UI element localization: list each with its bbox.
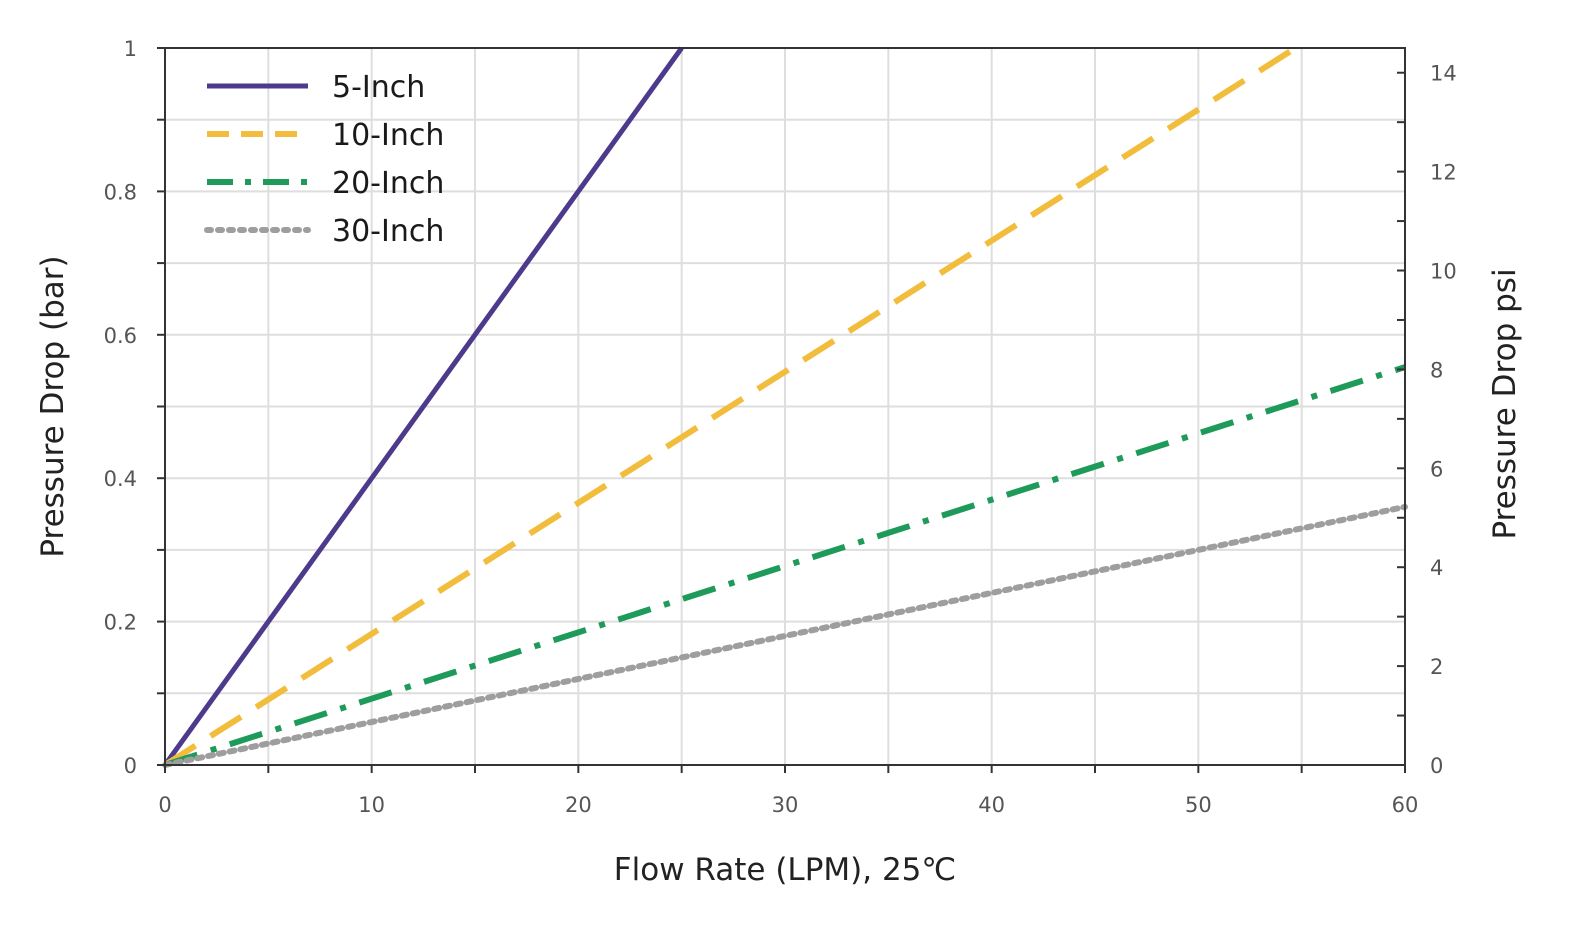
y-right-tick-label: 6 bbox=[1430, 457, 1443, 481]
x-axis-title: Flow Rate (LPM), 25℃ bbox=[614, 852, 956, 888]
series-line-10-inch bbox=[163, 45, 1298, 768]
y-axis-title-right: Pressure Drop psi bbox=[1487, 268, 1523, 539]
legend-label: 30-Inch bbox=[332, 214, 444, 249]
series-line-5-inch bbox=[162, 46, 684, 767]
x-tick-label: 60 bbox=[1392, 793, 1419, 817]
y-right-tick-label: 2 bbox=[1430, 655, 1443, 679]
y-axis-title-left: Pressure Drop (bar) bbox=[35, 255, 71, 557]
legend: 5-Inch 10-Inch 20-Inch 30-Inch bbox=[204, 70, 444, 249]
legend-label: 20-Inch bbox=[332, 166, 444, 201]
x-tick-label: 40 bbox=[978, 793, 1005, 817]
x-tick-label: 10 bbox=[358, 793, 385, 817]
series-lines bbox=[162, 45, 1408, 768]
x-tick-label: 20 bbox=[565, 793, 592, 817]
y-tick-label: 0.6 bbox=[104, 324, 137, 348]
y-right-tick-label: 4 bbox=[1430, 556, 1443, 580]
y-right-tick-label: 0 bbox=[1430, 754, 1443, 778]
grid bbox=[165, 48, 1405, 765]
y-right-tick-label: 8 bbox=[1430, 358, 1443, 382]
y-right-tick-label: 10 bbox=[1430, 260, 1457, 284]
series-line-20-inch bbox=[164, 364, 1406, 768]
series-line-30-inch bbox=[162, 503, 1408, 768]
y-right-tick-label: 12 bbox=[1430, 161, 1457, 185]
legend-label: 10-Inch bbox=[332, 118, 444, 153]
y-right-tick-label: 14 bbox=[1430, 62, 1457, 86]
y-tick-label: 0.4 bbox=[104, 467, 137, 491]
y-tick-label: 0.2 bbox=[104, 611, 137, 635]
y-tick-label: 1 bbox=[124, 37, 137, 61]
x-tick-label: 30 bbox=[772, 793, 799, 817]
y-tick-label: 0.8 bbox=[104, 180, 137, 204]
x-tick-label: 0 bbox=[158, 793, 171, 817]
y-tick-label: 0 bbox=[124, 754, 137, 778]
legend-label: 5-Inch bbox=[332, 70, 425, 105]
x-tick-label: 50 bbox=[1185, 793, 1212, 817]
